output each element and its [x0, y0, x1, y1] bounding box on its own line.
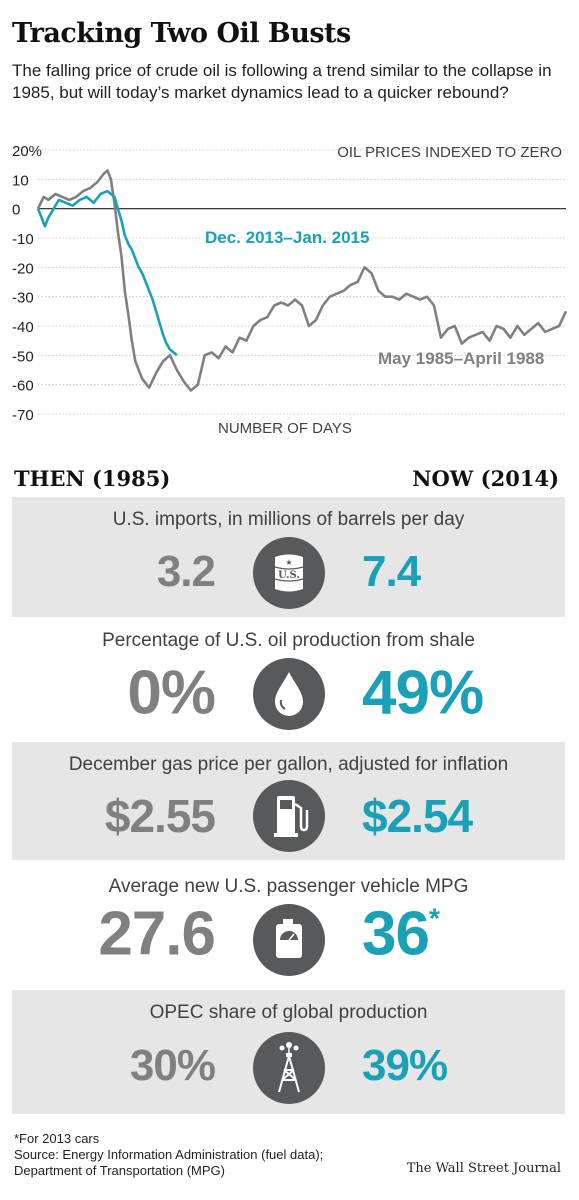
y-tick-label: 20%: [12, 143, 42, 160]
footnote-asterisk: *: [428, 902, 440, 934]
footnote-line: Source: Energy Information Administratio…: [14, 1147, 324, 1162]
page-subtitle: The falling price of crude oil is follow…: [12, 61, 552, 102]
barrel-label: U.S.: [278, 570, 300, 581]
then-value: 30%: [129, 1041, 216, 1090]
then-value: 0%: [127, 658, 216, 728]
gas-price-card: December gas price per gallon, adjusted …: [12, 742, 565, 860]
then-value: 3.2: [156, 547, 216, 596]
y-tick-label: -30: [12, 290, 34, 307]
now-header: NOW (2014): [412, 466, 559, 491]
now-number: 36: [362, 899, 430, 969]
y-tick-label: -70: [12, 407, 34, 424]
then-header: THEN (1985): [14, 466, 171, 491]
card-label: U.S. imports, in millions of barrels per…: [112, 509, 465, 530]
oil-price-chart: 20% 10 0 -10 -20 -30 -40 -50 -60 -70 OIL PRICES IN…: [12, 143, 568, 437]
series-label-1985: May 1985–April 1988: [378, 349, 544, 368]
fuel-can-icon: [253, 904, 325, 976]
now-value: 49%: [362, 658, 484, 728]
now-value: 36*: [362, 899, 440, 970]
y-tick-label: -20: [12, 260, 34, 277]
x-axis-label: NUMBER OF DAYS: [218, 420, 352, 437]
oil-derrick-icon: [253, 1032, 325, 1104]
oil-barrel-icon: ★ U.S.: [253, 537, 325, 609]
y-tick-label: -50: [12, 348, 34, 365]
footnote: *For 2013 cars Source: Energy Informatio…: [14, 1131, 323, 1179]
y-tick-label: -60: [12, 378, 34, 395]
source-credit: The Wall Street Journal: [406, 1161, 561, 1176]
y-tick-label: 0: [12, 202, 20, 219]
footnote-line: *For 2013 cars: [14, 1131, 100, 1146]
card-label: December gas price per gallon, adjusted …: [68, 754, 509, 775]
card-label: Percentage of U.S. oil production from s…: [102, 630, 475, 651]
series-label-2013: Dec. 2013–Jan. 2015: [205, 228, 369, 247]
y-tick-label: -10: [12, 231, 34, 248]
gas-pump-icon: [253, 780, 325, 852]
y-tick-label: -40: [12, 319, 34, 336]
oil-drop-icon: [253, 658, 325, 730]
imports-card: U.S. imports, in millions of barrels per…: [12, 497, 565, 617]
now-value: 7.4: [362, 547, 421, 596]
chart-title: OIL PRICES INDEXED TO ZERO: [337, 144, 562, 161]
now-value: $2.54: [362, 790, 473, 842]
then-value: 27.6: [98, 899, 216, 969]
svg-text:★: ★: [285, 558, 292, 567]
card-label: OPEC share of global production: [149, 1002, 428, 1023]
opec-card: OPEC share of global production 30% 39%: [12, 990, 565, 1114]
y-tick-label: 10: [12, 172, 29, 189]
footnote-line: Department of Transportation (MPG): [14, 1163, 225, 1178]
shale-card: Percentage of U.S. oil production from s…: [12, 618, 565, 738]
series-line-1985: [36, 169, 568, 392]
series-line-2013: [36, 189, 178, 357]
now-value: 39%: [362, 1041, 448, 1090]
then-value: $2.55: [104, 790, 216, 842]
page-title: Tracking Two Oil Busts: [12, 18, 351, 49]
mpg-card: Average new U.S. passenger vehicle MPG 2…: [12, 864, 565, 986]
card-label: Average new U.S. passenger vehicle MPG: [108, 876, 469, 897]
